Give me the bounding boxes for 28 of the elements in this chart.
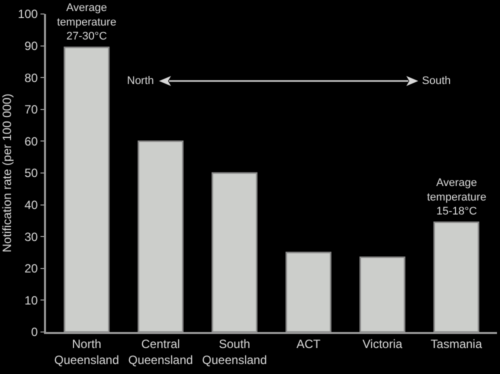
bar (64, 46, 110, 332)
x-tick-label: Central Queensland (128, 337, 193, 367)
annotation: North (127, 75, 154, 87)
y-tick-label: 70 (24, 102, 38, 117)
x-tick-label: ACT (296, 337, 322, 352)
y-tick-label: 90 (24, 39, 38, 53)
x-tick-label: Tasmania (430, 337, 482, 352)
x-tick-label: South Queensland (202, 337, 267, 367)
annotation: South (422, 75, 451, 87)
y-tick-label: 60 (24, 134, 38, 148)
y-tick-label: 40 (24, 198, 38, 212)
y-tick-label: 10 (24, 293, 38, 308)
y-tick-label: 100 (18, 7, 38, 22)
bar (138, 140, 184, 332)
bar (212, 172, 258, 332)
y-tick-label: 20 (24, 262, 38, 276)
y-tick-label: 80 (24, 70, 38, 85)
bar (286, 252, 332, 332)
bar (359, 256, 406, 332)
annotation: Average temperature 15-18°C (427, 177, 486, 218)
bar (433, 222, 480, 332)
y-tick-label: 0 (31, 325, 38, 340)
y-axis-title: Notification rate (per 100 000) (0, 94, 14, 252)
x-tick-label: Victoria (362, 337, 403, 352)
y-tick-label: 30 (24, 230, 38, 244)
y-tick-label: 50 (24, 166, 38, 180)
annotation: Average temperature 27-30°C (57, 2, 116, 43)
x-tick-label: North Queensland (54, 337, 120, 367)
